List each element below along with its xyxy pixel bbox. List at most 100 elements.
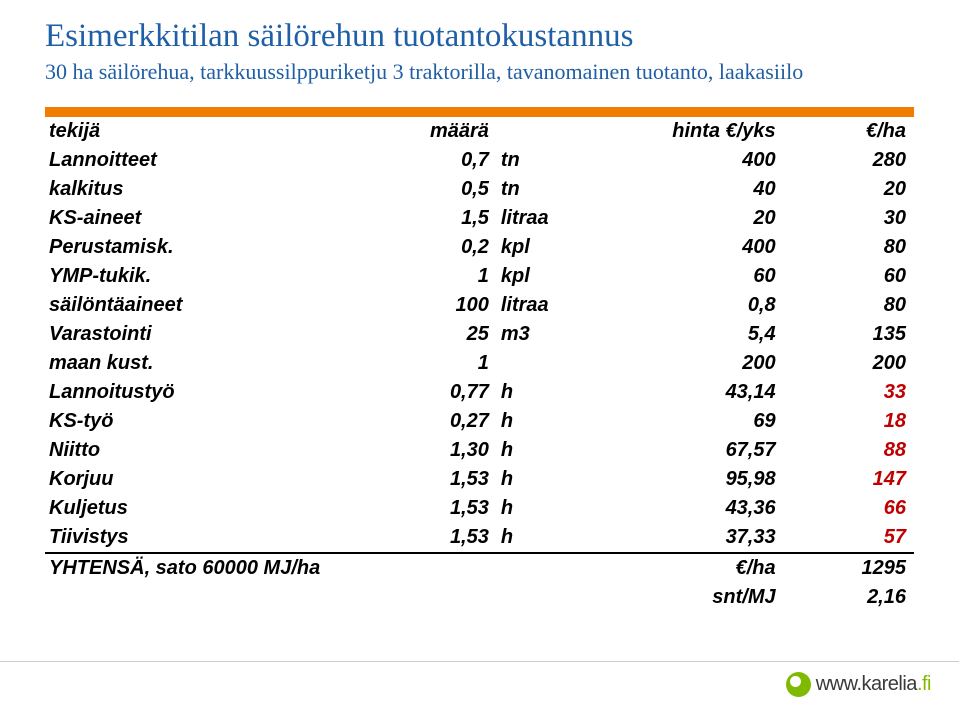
row-price: 0,8	[627, 291, 783, 320]
row-label: Lannoitteet	[45, 146, 367, 175]
row-unit: h	[497, 407, 627, 436]
cost-table: tekijä määrä hinta €/yks €/ha Lannoittee…	[45, 107, 914, 612]
row-price: 43,36	[627, 494, 783, 523]
row-unit: kpl	[497, 262, 627, 291]
row-label: säilöntäaineet	[45, 291, 367, 320]
row-price: 60	[627, 262, 783, 291]
row-total: 135	[784, 320, 914, 349]
snt-unit: snt/MJ	[627, 583, 783, 612]
table-orange-bar	[45, 107, 914, 117]
logo-prefix: www.	[816, 673, 862, 695]
row-qty: 0,77	[367, 378, 497, 407]
row-price: 67,57	[627, 436, 783, 465]
row-price: 400	[627, 146, 783, 175]
row-unit: tn	[497, 175, 627, 204]
row-qty: 1,53	[367, 465, 497, 494]
row-total: 57	[784, 523, 914, 553]
row-price: 95,98	[627, 465, 783, 494]
col-header: tekijä	[45, 117, 367, 146]
table-row: YMP-tukik. 1 kpl 60 60	[45, 262, 914, 291]
row-total: 33	[784, 378, 914, 407]
table-row: Korjuu 1,53 h 95,98 147	[45, 465, 914, 494]
row-total: 20	[784, 175, 914, 204]
row-label: Kuljetus	[45, 494, 367, 523]
col-header: hinta €/yks	[627, 117, 783, 146]
row-total: 80	[784, 291, 914, 320]
row-unit: h	[497, 436, 627, 465]
row-label: KS-työ	[45, 407, 367, 436]
row-label: Perustamisk.	[45, 233, 367, 262]
row-unit: litraa	[497, 291, 627, 320]
table-row: Varastointi 25 m3 5,4 135	[45, 320, 914, 349]
row-label: Korjuu	[45, 465, 367, 494]
row-unit: tn	[497, 146, 627, 175]
slide-subtitle: 30 ha säilörehua, tarkkuussilppuriketju …	[45, 58, 914, 86]
row-price: 5,4	[627, 320, 783, 349]
row-label: maan kust.	[45, 349, 367, 378]
table-row: Lannoitustyö 0,77 h 43,14 33	[45, 378, 914, 407]
table-row: säilöntäaineet 100 litraa 0,8 80	[45, 291, 914, 320]
row-qty: 100	[367, 291, 497, 320]
row-label: Varastointi	[45, 320, 367, 349]
row-total: 80	[784, 233, 914, 262]
row-qty: 1	[367, 262, 497, 291]
table-row: KS-aineet 1,5 litraa 20 30	[45, 204, 914, 233]
row-price: 43,14	[627, 378, 783, 407]
row-total: 88	[784, 436, 914, 465]
table-snt-row: snt/MJ 2,16	[45, 583, 914, 612]
total-label: YHTENSÄ, sato 60000 MJ/ha	[45, 553, 627, 583]
logo-suffix: .fi	[917, 673, 931, 695]
table-total-row: YHTENSÄ, sato 60000 MJ/ha €/ha 1295	[45, 553, 914, 583]
logo-main: karelia	[862, 673, 917, 695]
table-row: Kuljetus 1,53 h 43,36 66	[45, 494, 914, 523]
row-total: 18	[784, 407, 914, 436]
row-unit: h	[497, 523, 627, 553]
row-total: 147	[784, 465, 914, 494]
karelia-logo: www.karelia.fi	[786, 672, 931, 697]
logo-text: www.karelia.fi	[816, 673, 931, 696]
row-qty: 1	[367, 349, 497, 378]
row-unit: h	[497, 465, 627, 494]
row-unit: kpl	[497, 233, 627, 262]
table-row: Niitto 1,30 h 67,57 88	[45, 436, 914, 465]
row-total: 200	[784, 349, 914, 378]
row-unit: m3	[497, 320, 627, 349]
row-price: 40	[627, 175, 783, 204]
row-unit: h	[497, 494, 627, 523]
row-qty: 1,5	[367, 204, 497, 233]
row-qty: 0,2	[367, 233, 497, 262]
logo-mark-icon	[786, 672, 811, 697]
row-unit: h	[497, 378, 627, 407]
row-qty: 0,5	[367, 175, 497, 204]
row-qty: 1,30	[367, 436, 497, 465]
row-label: kalkitus	[45, 175, 367, 204]
row-price: 37,33	[627, 523, 783, 553]
row-qty: 1,53	[367, 523, 497, 553]
col-header: €/ha	[784, 117, 914, 146]
row-unit: litraa	[497, 204, 627, 233]
table-row: kalkitus 0,5 tn 40 20	[45, 175, 914, 204]
total-unit: €/ha	[627, 553, 783, 583]
row-total: 30	[784, 204, 914, 233]
table-row: Tiivistys 1,53 h 37,33 57	[45, 523, 914, 553]
row-qty: 0,7	[367, 146, 497, 175]
col-header	[497, 117, 627, 146]
row-qty: 1,53	[367, 494, 497, 523]
table-row: Lannoitteet 0,7 tn 400 280	[45, 146, 914, 175]
table-row: Perustamisk. 0,2 kpl 400 80	[45, 233, 914, 262]
table-header-row: tekijä määrä hinta €/yks €/ha	[45, 117, 914, 146]
row-label: Lannoitustyö	[45, 378, 367, 407]
row-price: 69	[627, 407, 783, 436]
row-label: Niitto	[45, 436, 367, 465]
row-label: Tiivistys	[45, 523, 367, 553]
row-price: 400	[627, 233, 783, 262]
row-qty: 0,27	[367, 407, 497, 436]
snt-value: 2,16	[784, 583, 914, 612]
slide-title: Esimerkkitilan säilörehun tuotantokustan…	[45, 18, 914, 56]
row-label: YMP-tukik.	[45, 262, 367, 291]
row-qty: 25	[367, 320, 497, 349]
row-price: 200	[627, 349, 783, 378]
slide-content: Esimerkkitilan säilörehun tuotantokustan…	[0, 0, 959, 612]
row-label: KS-aineet	[45, 204, 367, 233]
table-row: maan kust. 1 200 200	[45, 349, 914, 378]
